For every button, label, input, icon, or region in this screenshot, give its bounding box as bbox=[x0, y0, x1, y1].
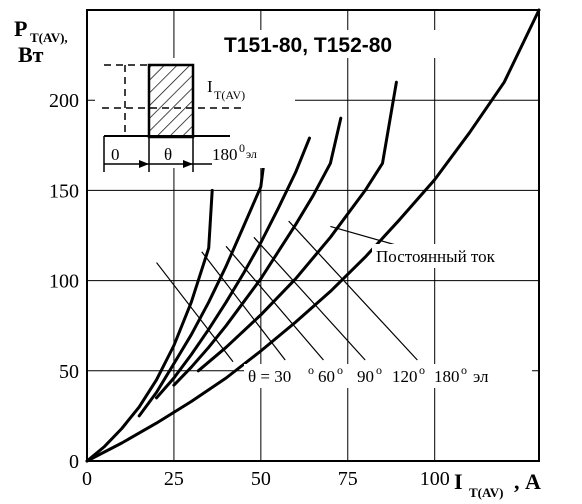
curves bbox=[85, 8, 541, 463]
leader-line bbox=[225, 245, 324, 361]
theta-120-label: 120 bbox=[392, 367, 418, 386]
inset-arrow-1 bbox=[139, 160, 149, 168]
y-tick-label: 0 bbox=[69, 451, 79, 473]
plot-frame bbox=[86, 9, 540, 462]
angle-labels-background bbox=[244, 364, 532, 388]
series-line bbox=[172, 116, 343, 387]
series-line bbox=[85, 8, 541, 463]
x-tick-label: 75 bbox=[338, 468, 358, 490]
inset-arrow-2 bbox=[183, 160, 193, 168]
series-line bbox=[196, 80, 398, 373]
leader-line bbox=[156, 262, 234, 363]
y-tick-label: 100 bbox=[49, 271, 79, 293]
inset-background bbox=[95, 58, 295, 168]
degree-mark-60: о bbox=[337, 363, 343, 377]
leader-line bbox=[288, 220, 418, 361]
conduction-pulse bbox=[147, 63, 195, 139]
inset-end-sup: 0 bbox=[239, 141, 245, 155]
x-tick-label: 25 bbox=[164, 468, 184, 490]
theta-60-label: 60 bbox=[318, 367, 335, 386]
series-line bbox=[155, 136, 311, 400]
x-tick-label: 100 bbox=[420, 468, 450, 490]
theta-30-label: θ = 30 bbox=[248, 367, 291, 386]
theta-90-label: 90 bbox=[357, 367, 374, 386]
dc-label-background bbox=[372, 244, 532, 268]
x-tick-label: 50 bbox=[251, 468, 271, 490]
y-tick-label: 50 bbox=[59, 361, 79, 383]
y-tick-label: 200 bbox=[49, 90, 79, 112]
degree-mark-120: о bbox=[419, 363, 425, 377]
x-axis-unit: , А bbox=[514, 469, 541, 494]
tick-labels: 0 25 50 75 100 0 50 100 150 200 bbox=[49, 90, 450, 490]
inset-diagram: I T(AV) 0 θ 180 0 эл bbox=[95, 58, 295, 172]
title-background bbox=[218, 30, 444, 58]
inset-current-sub: T(AV) bbox=[214, 88, 245, 102]
leader-line bbox=[201, 251, 286, 361]
inset-zero-label: 0 bbox=[111, 145, 120, 164]
y-axis-label-main: P bbox=[14, 16, 27, 41]
series-line bbox=[137, 158, 266, 418]
dc-current-label: Постоянный ток bbox=[376, 247, 496, 266]
theta-180-label: 180 bbox=[434, 367, 460, 386]
x-tick-label: 0 bbox=[82, 468, 92, 490]
inset-theta-label: θ bbox=[164, 145, 172, 164]
degree-mark-30: о bbox=[308, 363, 314, 377]
series-line bbox=[85, 188, 214, 463]
chart-title: Т151-80, Т152-80 bbox=[224, 34, 392, 57]
inset-current-label: I bbox=[207, 77, 213, 96]
y-axis-label-sub: T(AV), bbox=[30, 30, 68, 45]
y-tick-label: 150 bbox=[49, 180, 79, 202]
x-axis-label-sub: T(AV) bbox=[469, 485, 503, 500]
leader-line bbox=[253, 236, 366, 361]
degree-mark-90: о bbox=[376, 363, 382, 377]
inset-end-label: 180 bbox=[212, 145, 238, 164]
angle-unit-label: эл bbox=[473, 367, 489, 386]
x-axis-label-main: I bbox=[454, 469, 463, 494]
y-axis-unit: Вт bbox=[18, 42, 44, 67]
inset-end-unit: эл bbox=[246, 147, 257, 161]
degree-mark-180: о bbox=[461, 363, 467, 377]
